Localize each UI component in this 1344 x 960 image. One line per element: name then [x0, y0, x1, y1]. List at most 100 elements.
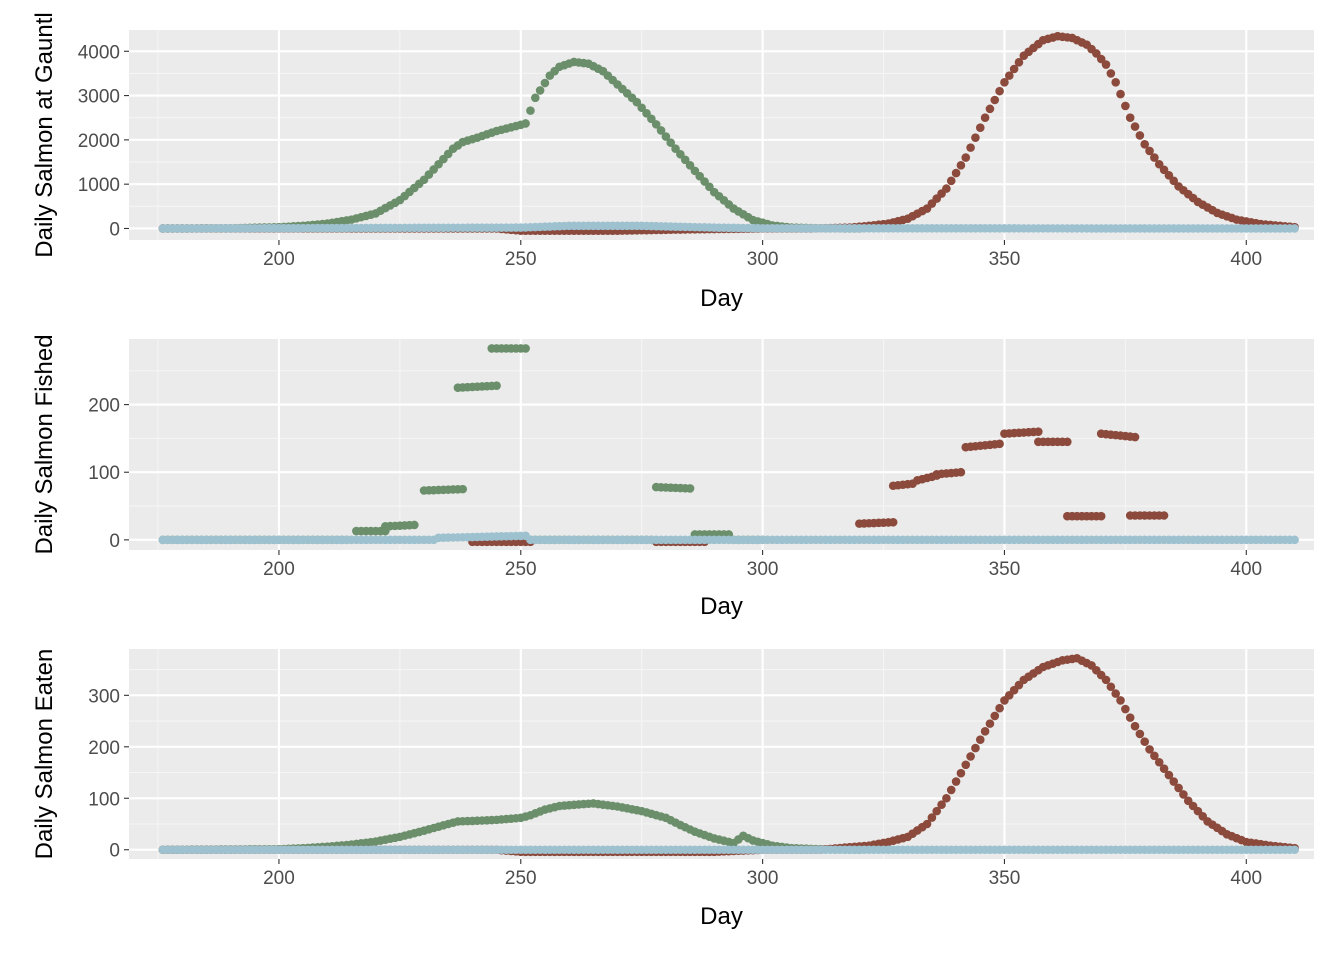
y-tick-label: 0	[109, 841, 120, 862]
data-point	[1106, 69, 1116, 78]
data-point	[680, 155, 690, 165]
data-point	[1169, 777, 1179, 786]
data-point	[535, 86, 545, 95]
data-point	[647, 114, 656, 124]
data-point	[410, 520, 419, 530]
y-tick-label: 3000	[78, 87, 120, 108]
data-point	[1092, 49, 1101, 58]
y-tick-label: 100	[88, 463, 120, 484]
data-point	[1063, 437, 1072, 447]
data-point	[1159, 511, 1169, 520]
x-tick-label: 350	[989, 868, 1021, 889]
data-point	[661, 132, 671, 141]
data-point	[521, 344, 530, 353]
data-point	[956, 467, 966, 477]
panel-background	[129, 30, 1314, 240]
series-1-points	[468, 427, 1169, 547]
x-tick-label: 300	[747, 868, 779, 889]
data-point	[1009, 64, 1019, 74]
panel-background	[129, 339, 1314, 550]
panel-daily-salmon-fished: 200 250 300 350 400 0 100 200 Day Daily Salmon Fi…	[31, 334, 1314, 620]
data-point	[1125, 713, 1135, 722]
data-point	[946, 176, 956, 186]
data-point	[685, 484, 695, 493]
data-point	[1000, 77, 1009, 87]
y-tick-label: 0	[109, 219, 120, 240]
data-point	[985, 719, 995, 728]
data-point	[1125, 113, 1135, 123]
data-point	[1154, 159, 1164, 169]
x-axis-title: Day	[700, 285, 743, 312]
data-point	[1145, 745, 1154, 754]
data-point	[990, 711, 1000, 721]
x-tick-label: 250	[505, 249, 537, 270]
data-point	[1164, 171, 1174, 180]
x-axis-title: Day	[700, 903, 743, 930]
data-point	[666, 138, 676, 147]
data-point	[676, 149, 685, 159]
data-point	[966, 752, 975, 761]
data-point	[458, 484, 468, 494]
data-point	[995, 86, 1004, 96]
x-tick-label: 200	[263, 559, 295, 580]
data-point	[1111, 689, 1120, 698]
data-point	[985, 104, 995, 114]
data-point	[1130, 721, 1140, 731]
data-point	[961, 760, 971, 770]
data-point	[526, 106, 535, 115]
x-tick-label: 200	[263, 868, 295, 889]
y-axis-title: Daily Salmon at Gauntl	[31, 12, 58, 257]
data-point	[632, 97, 642, 107]
y-tick-label: 1000	[78, 175, 120, 196]
panel-daily-salmon-at-gauntlet: 200 250 300 350 40001000200030004000DayDaily…	[31, 12, 1314, 312]
data-point	[956, 768, 966, 778]
data-point	[1106, 682, 1116, 692]
data-point	[1135, 729, 1145, 739]
data-point	[995, 703, 1004, 713]
data-point	[937, 800, 946, 809]
data-point	[971, 743, 980, 753]
data-point	[1290, 845, 1299, 855]
x-tick-label: 250	[505, 868, 537, 889]
data-point	[1034, 427, 1043, 436]
data-point	[1145, 146, 1154, 156]
data-point	[1154, 757, 1164, 767]
data-point	[540, 78, 550, 88]
data-point	[1096, 511, 1106, 521]
data-point	[1174, 783, 1183, 793]
x-tick-label: 400	[1230, 559, 1262, 580]
y-tick-label: 0	[109, 531, 120, 552]
data-point	[966, 143, 975, 152]
y-axis-title: Daily Salmon Fished	[31, 334, 58, 554]
series-2-points	[158, 531, 1299, 545]
data-point	[942, 184, 951, 193]
y-tick-label: 4000	[78, 42, 120, 63]
y-tick-label: 2000	[78, 131, 120, 152]
panel-background	[129, 649, 1314, 859]
data-point	[980, 727, 990, 736]
data-point	[1116, 89, 1125, 99]
y-tick-label: 300	[88, 686, 120, 707]
data-point	[1140, 140, 1150, 149]
data-point	[951, 168, 961, 178]
data-point	[637, 103, 646, 113]
x-tick-label: 350	[989, 249, 1021, 270]
data-point	[1135, 131, 1145, 140]
data-point	[1290, 535, 1299, 545]
data-point	[1096, 54, 1106, 64]
data-point	[1101, 675, 1111, 685]
data-point	[946, 785, 956, 795]
data-point	[1101, 60, 1111, 69]
x-tick-label: 300	[747, 559, 779, 580]
data-point	[961, 153, 971, 162]
data-point	[990, 95, 1000, 105]
x-tick-label: 300	[747, 249, 779, 270]
data-point	[975, 123, 985, 132]
data-point	[1159, 764, 1169, 773]
data-point	[1169, 176, 1179, 186]
data-point	[932, 806, 942, 816]
data-point	[521, 119, 530, 128]
data-point	[1150, 751, 1159, 761]
